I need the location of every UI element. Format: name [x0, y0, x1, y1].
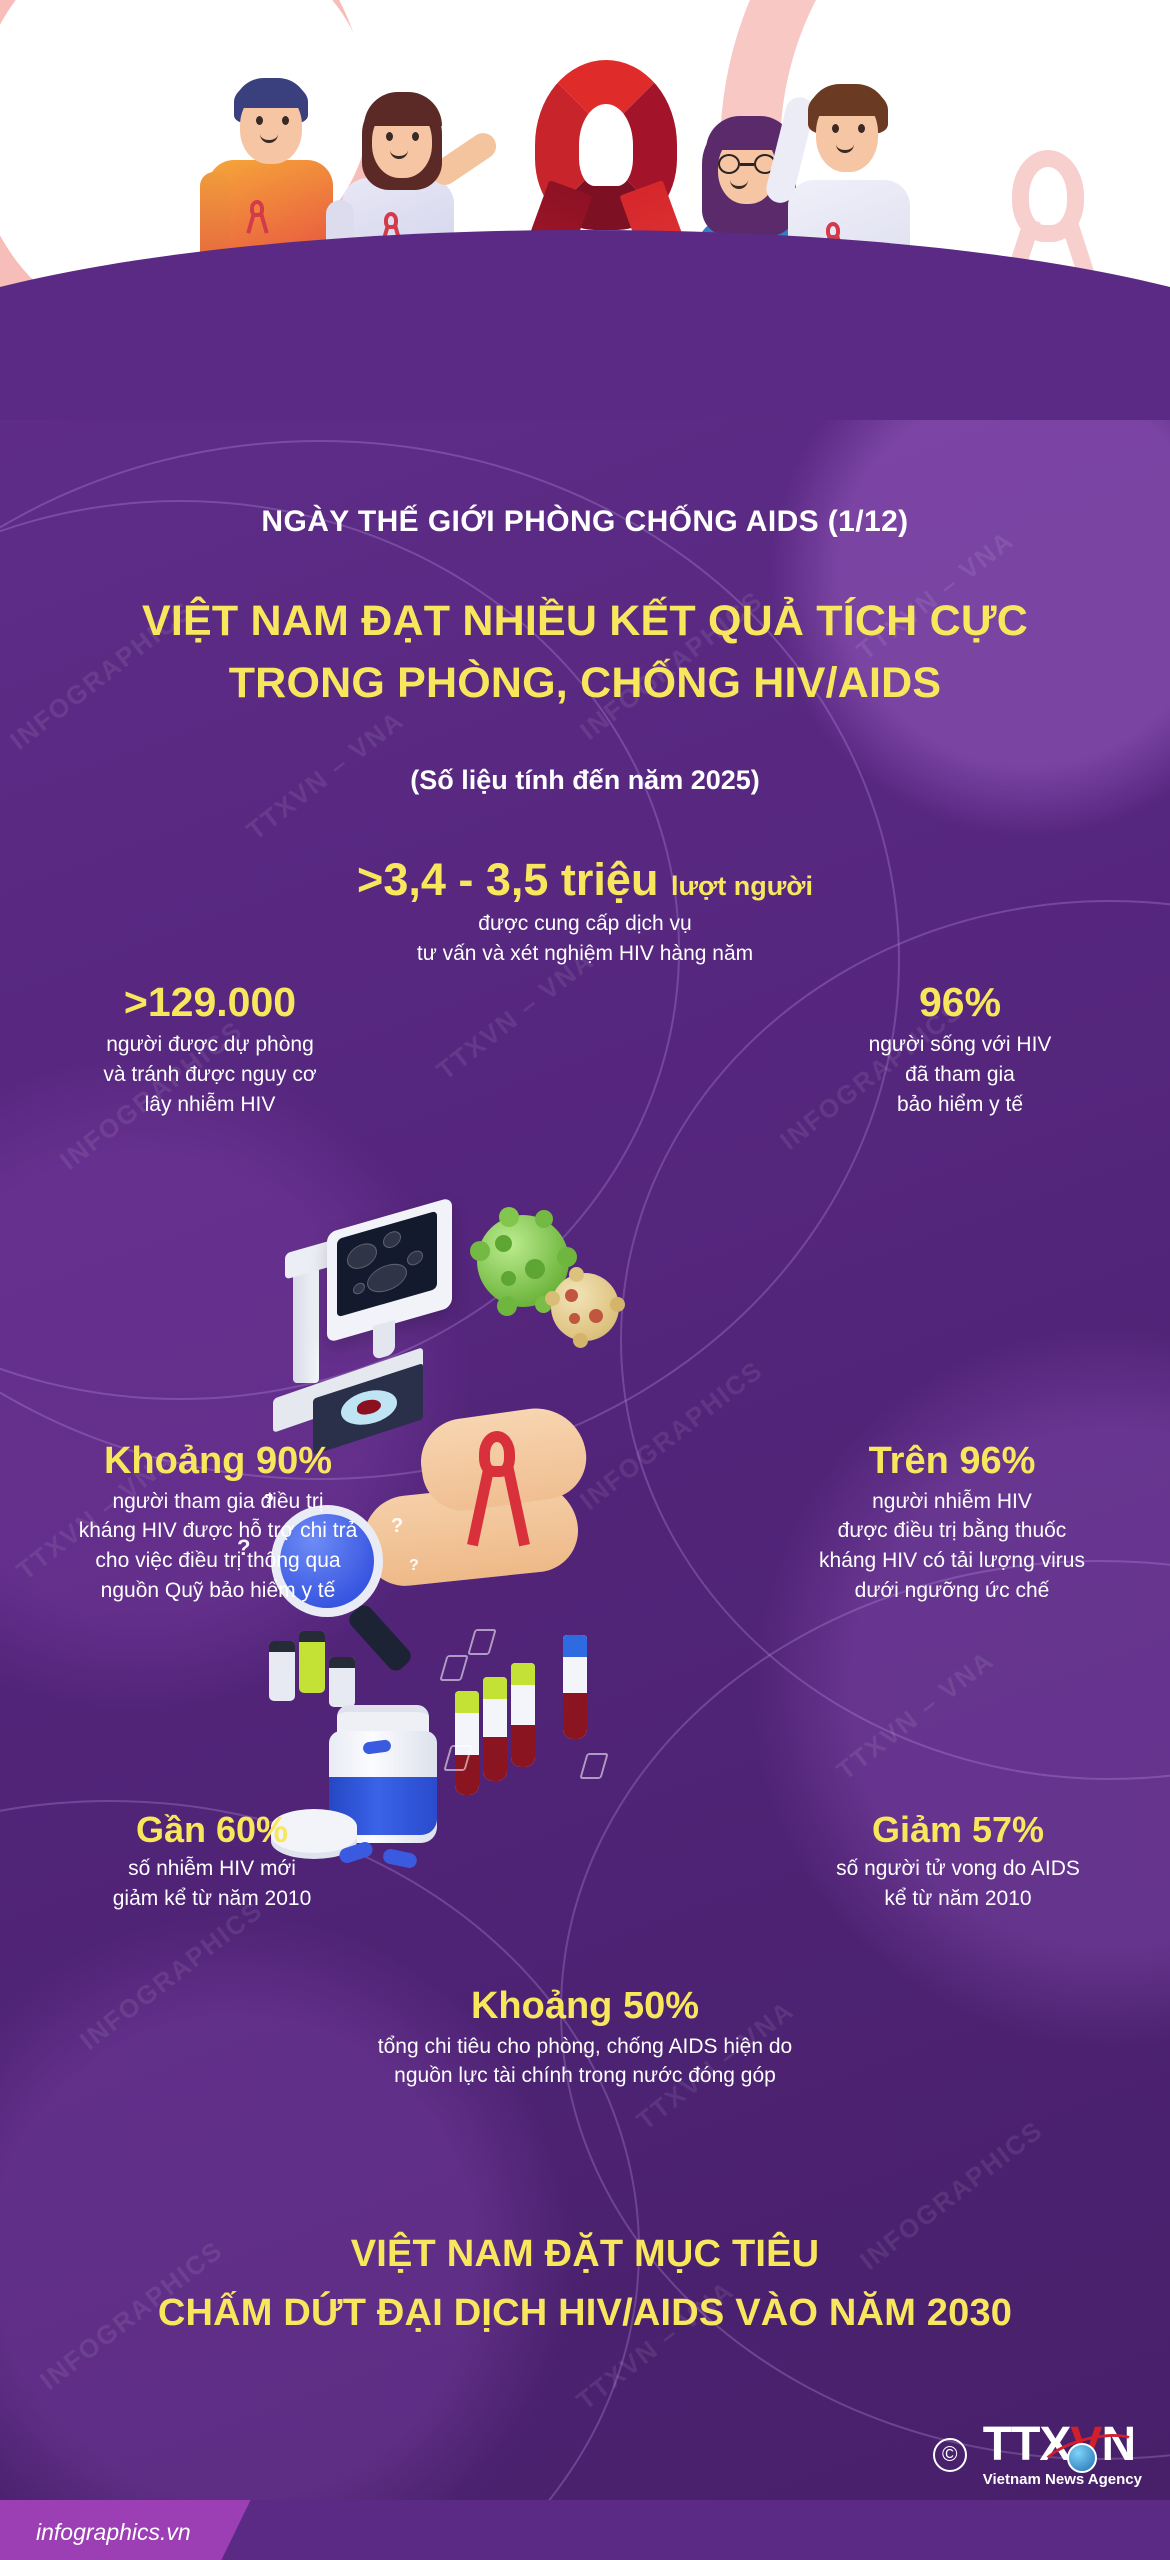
- desc-line: người được dự phòng: [106, 1032, 314, 1056]
- hero-illustration: [0, 0, 1170, 420]
- red-ribbon-icon: [467, 1431, 530, 1549]
- desc-line: tổng chi tiêu cho phòng, chống AIDS hiện…: [377, 2034, 793, 2058]
- virus-tan-icon: [545, 1267, 625, 1348]
- desc-line: được cung cấp dịch vụ: [478, 912, 692, 936]
- hands-holding-ribbon-icon: [358, 1401, 593, 1598]
- stat-value: Khoảng 90%: [103, 1440, 333, 1482]
- desc-line: kháng HIV có tải lượng virus: [819, 1549, 1085, 1573]
- desc-line: người sống với HIV: [868, 1032, 1052, 1056]
- stat-treatment-reimbursement: Khoảng 90% người tham gia điều trị kháng…: [8, 1440, 428, 1606]
- stat-value: >3,4 - 3,5 triệu lượt người: [185, 854, 985, 905]
- purple-curve-divider: [0, 230, 1170, 420]
- magnifier-icon: [271, 1505, 415, 1675]
- stat-prevention-people: >129.000 người được dự phòng và tránh đư…: [10, 979, 410, 1119]
- large-red-aids-ribbon-icon: [486, 60, 726, 370]
- stat-domestic-funding: Khoảng 50% tổng chi tiêu cho phòng, chốn…: [185, 1985, 985, 2091]
- stat-aids-deaths-drop: Giảm 57% số người tử vong do AIDS kể từ …: [758, 1809, 1158, 1914]
- stat-value: >129.000: [123, 979, 297, 1025]
- stat-value: Khoảng 50%: [470, 1985, 700, 2027]
- stat-new-infections-drop: Gần 60% số nhiễm HIV mới giảm kể từ năm …: [12, 1809, 412, 1914]
- stat-description: người được dự phòng và tránh được nguy c…: [10, 1030, 410, 1119]
- goal-line-2: CHẤM DỨT ĐẠI DỊCH HIV/AIDS VÀO NĂM 2030: [157, 2291, 1013, 2334]
- stat-description: được cung cấp dịch vụ tư vấn và xét nghi…: [185, 909, 985, 969]
- agency-logo: © TTXVN Vietnam News Agency: [932, 2418, 1147, 2491]
- kicker-text: NGÀY THẾ GIỚI PHÒNG CHỐNG AIDS (1/12): [261, 505, 909, 538]
- page-title: VIỆT NAM ĐẠT NHIỀU KẾT QUẢ TÍCH CỰC TRON…: [0, 590, 1170, 715]
- stat-testing-services: >3,4 - 3,5 triệu lượt người được cung cấ…: [185, 854, 985, 969]
- desc-line: bảo hiểm y tế: [896, 1092, 1024, 1116]
- red-ribbon-pin-icon: [822, 222, 845, 256]
- stat-value: Giảm 57%: [871, 1809, 1045, 1850]
- desc-line: cho việc điều trị thông qua: [95, 1549, 341, 1573]
- pill-bottle-icon: [271, 1705, 450, 1870]
- footer-bar: [0, 2500, 1170, 2560]
- desc-line: giảm kể từ năm 2010: [112, 1887, 312, 1911]
- stat-value: 96%: [918, 979, 1002, 1025]
- desc-line: và tránh được nguy cơ: [103, 1062, 317, 1086]
- stat-description: số nhiễm HIV mới giảm kể từ năm 2010: [12, 1854, 412, 1914]
- headline-line-2: TRONG PHÒNG, CHỐNG HIV/AIDS: [228, 659, 942, 708]
- desc-line: người nhiễm HIV: [872, 1489, 1032, 1513]
- logo-n: N: [1101, 2418, 1136, 2471]
- stat-value: Gần 60%: [135, 1809, 289, 1850]
- goal-line-1: VIỆT NAM ĐẶT MỤC TIÊU: [350, 2233, 820, 2275]
- stat-health-insurance: 96% người sống với HIV đã tham gia bảo h…: [760, 979, 1160, 1119]
- blood-test-tubes-icon: [439, 1629, 625, 1835]
- stat-viral-suppression: Trên 96% người nhiễm HIV được điều trị b…: [742, 1440, 1162, 1606]
- question-mark-icon: ?: [263, 1491, 274, 1511]
- eyeglasses-icon: [718, 154, 776, 174]
- goal-statement: VIỆT NAM ĐẶT MỤC TIÊU CHẤM DỨT ĐẠI DỊCH …: [0, 2225, 1170, 2343]
- desc-line: kháng HIV được hỗ trợ chi trả: [78, 1519, 358, 1543]
- question-mark-icon: ?: [409, 1557, 419, 1574]
- logo-tt: TT: [982, 2418, 1041, 2471]
- copyright-icon: ©: [932, 2437, 967, 2472]
- small-vials-icon: [263, 1623, 393, 1713]
- desc-line: dưới ngưỡng ức chế: [854, 1578, 1050, 1602]
- faded-pink-ribbon-icon: [984, 150, 1114, 340]
- virus-green-icon: [470, 1207, 577, 1316]
- data-period-note: (Số liệu tính đến năm 2025): [410, 765, 760, 795]
- stat-description: người tham gia điều trị kháng HIV được h…: [8, 1487, 428, 1606]
- desc-line: nguồn lực tài chính trong nước đóng góp: [394, 2064, 776, 2088]
- question-mark-icon: ?: [391, 1515, 404, 1537]
- desc-line: kể từ năm 2010: [884, 1887, 1032, 1911]
- red-ribbon-pin-icon: [380, 212, 403, 246]
- headline-line-1: VIỆT NAM ĐẠT NHIỀU KẾT QUẢ TÍCH CỰC: [142, 597, 1028, 645]
- desc-line: số nhiễm HIV mới: [128, 1857, 296, 1881]
- question-mark-icon: ?: [237, 1535, 251, 1560]
- purple-background: [0, 380, 1170, 2560]
- stat-value: Trên 96%: [868, 1440, 1036, 1482]
- desc-line: nguồn Quỹ bảo hiểm y tế: [100, 1578, 336, 1602]
- desc-line: đã tham gia: [905, 1062, 1015, 1086]
- desc-line: số người tử vong do AIDS: [836, 1857, 1080, 1881]
- stat-description: số người tử vong do AIDS kể từ năm 2010: [758, 1854, 1158, 1914]
- stat-description: tổng chi tiêu cho phòng, chống AIDS hiện…: [185, 2032, 985, 2092]
- stat-description: người nhiễm HIV được điều trị bằng thuốc…: [742, 1487, 1162, 1606]
- logo-tagline: Vietnam News Agency: [982, 2471, 1142, 2488]
- desc-line: tư vấn và xét nghiệm HIV hàng năm: [416, 942, 754, 966]
- stat-number: >3,4 - 3,5 triệu: [357, 854, 659, 905]
- desc-line: được điều trị bằng thuốc: [837, 1519, 1067, 1543]
- desc-line: lây nhiễm HIV: [144, 1092, 276, 1116]
- logo-x: X: [1039, 2418, 1071, 2471]
- stat-unit: lượt người: [670, 871, 813, 901]
- center-illustration: ? ? ? ?: [237, 1197, 655, 1870]
- red-ribbon-pin-icon: [246, 200, 269, 234]
- globe-icon: [1066, 2443, 1097, 2473]
- desc-line: người tham gia điều trị: [112, 1489, 324, 1513]
- website-label: infographics.vn: [36, 2519, 191, 2545]
- stat-description: người sống với HIV đã tham gia bảo hiểm …: [760, 1030, 1160, 1119]
